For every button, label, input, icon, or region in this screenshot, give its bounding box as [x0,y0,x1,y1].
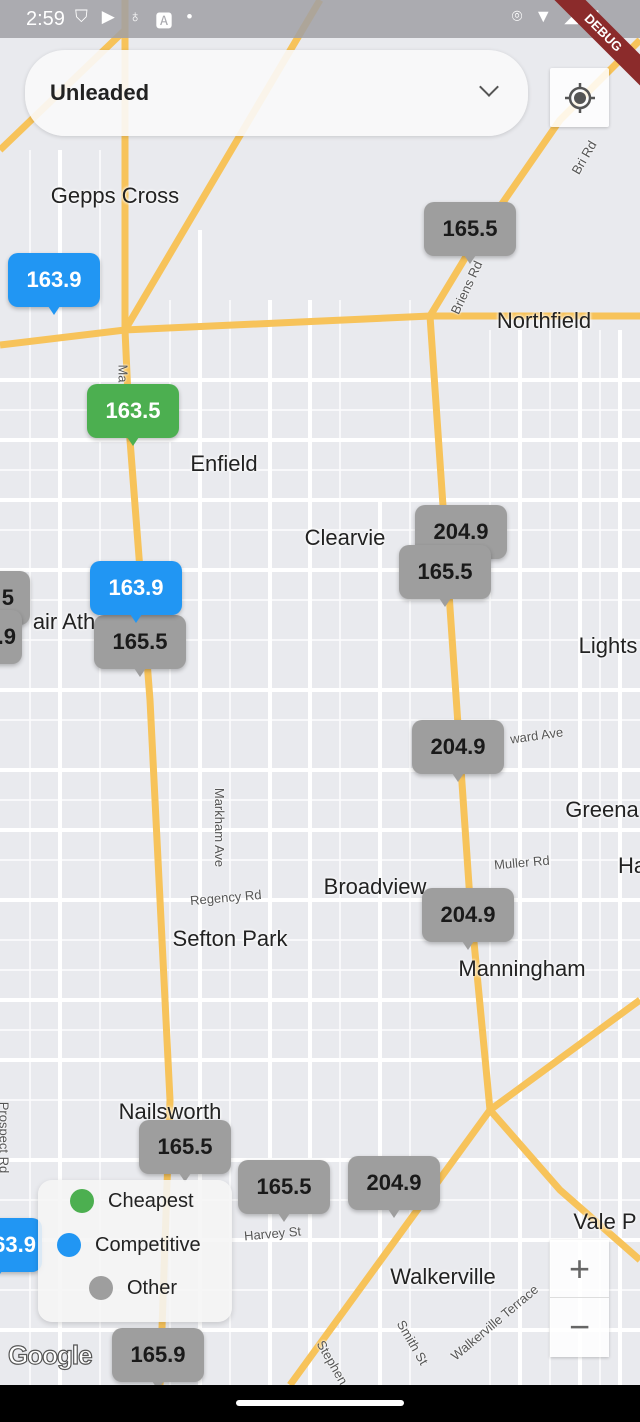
fuel-type-dropdown[interactable]: Unleaded [25,50,528,136]
street-label: Ma [115,364,131,383]
zoom-controls: + − [550,1240,609,1357]
place-label: Clearvie [304,525,386,550]
legend-label: Competitive [95,1233,201,1256]
green-dot-icon [70,1189,94,1213]
zoom-in-button[interactable]: + [550,1240,609,1298]
home-gesture-handle[interactable] [236,1400,404,1406]
price-marker-other[interactable]: 165.5 [94,615,186,677]
accessibility-icon: ♁ [128,6,142,26]
place-label: Vale P [573,1209,637,1234]
place-label: Northfield [496,308,592,333]
place-label: Manningham [458,956,586,981]
chevron-down-icon [479,77,499,97]
zoom-out-button[interactable]: − [568,1306,591,1347]
gray-dot-icon [89,1276,113,1300]
my-location-button[interactable] [550,68,609,127]
place-label: Walkerville [390,1264,496,1289]
google-logo[interactable]: Google [7,1339,93,1370]
dot-icon: • [186,6,193,26]
price-marker-other[interactable]: 204.9 [348,1156,440,1218]
place-label: Lights [578,633,638,658]
map-view[interactable]: Gepps Cross Northfield Enfield Clearvie … [0,0,640,1385]
place-label: air Ath [32,609,96,634]
status-time: 2:59 [26,7,65,30]
price-marker-competitive[interactable]: 63.9 [0,1218,42,1280]
fuel-type-value: Unleaded [50,80,150,105]
place-label: Sefton Park [172,926,288,951]
font-icon: 🅰 [155,11,173,31]
shield-icon: ⛉ [74,6,88,26]
price-marker-cheapest[interactable]: 163.5 [87,384,179,446]
place-label: Ha [617,853,640,878]
place-label: Enfield [190,451,258,476]
location-icon: ⌾ [511,6,523,26]
play-shield-icon: ▶ [101,6,115,26]
legend-item-other: Other [89,1276,177,1300]
price-marker-other[interactable]: .9 [0,610,22,664]
legend-label: Cheapest [108,1189,194,1212]
price-marker-other[interactable]: 165.5 [399,545,491,607]
place-label: Greena [565,797,639,822]
price-legend: Cheapest Competitive Other [38,1180,232,1322]
legend-item-competitive: Competitive [57,1233,201,1257]
price-marker-other[interactable]: 165.5 [139,1120,231,1182]
price-marker-other[interactable]: 204.9 [412,720,504,782]
price-marker-competitive[interactable]: 163.9 [90,561,182,623]
street-label: Markham Ave [212,787,228,868]
place-label: Gepps Cross [50,183,180,208]
street-label: Prospect Rd [0,1101,12,1174]
price-marker-other[interactable]: 165.5 [424,202,516,264]
price-marker-other[interactable]: 204.9 [422,888,514,950]
wifi-icon: ▼ [534,6,553,26]
place-label: Nailsworth [118,1099,222,1124]
price-marker-other[interactable]: 165.9 [112,1328,204,1385]
place-label: Broadview [323,874,427,899]
price-marker-competitive[interactable]: 163.9 [8,253,100,315]
legend-item-cheapest: Cheapest [70,1189,194,1213]
blue-dot-icon [57,1233,81,1257]
legend-label: Other [127,1276,178,1299]
status-bar: 2:59 ⛉ ▶ ♁ 🅰 • ⌾ ▼ ◢ ▮ [0,0,640,38]
navigation-bar [0,1385,640,1422]
price-marker-other[interactable]: 165.5 [238,1160,330,1222]
crosshair-icon [564,82,595,113]
